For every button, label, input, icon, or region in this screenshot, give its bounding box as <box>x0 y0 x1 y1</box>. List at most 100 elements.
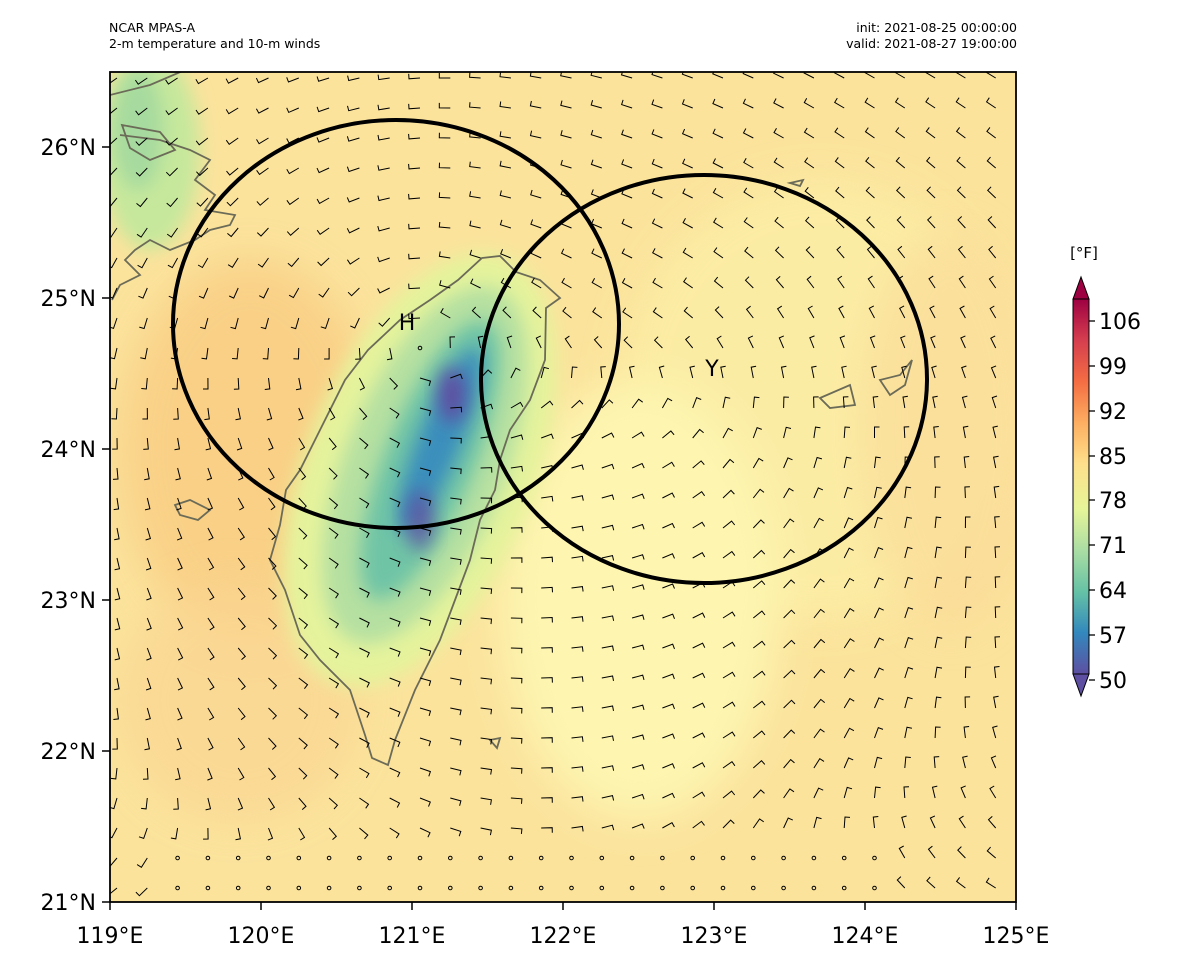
wind-barb <box>834 97 845 109</box>
wind-barb <box>631 523 645 530</box>
wind-barb <box>328 557 339 569</box>
wind-barb <box>964 546 971 559</box>
wind-barb <box>175 467 181 481</box>
wind-barb <box>813 758 825 769</box>
wind-barb <box>934 606 943 619</box>
wind-barb <box>298 827 306 841</box>
wind-barb <box>298 797 307 810</box>
wind-barb <box>195 107 209 115</box>
wind-barb <box>502 306 512 319</box>
wind-barb <box>510 465 523 472</box>
wind-barb <box>450 497 462 505</box>
island-f <box>786 178 805 188</box>
wind-barb <box>377 74 390 81</box>
taiwan-coastline <box>269 255 562 767</box>
wind-barb <box>286 107 299 114</box>
wind-barb <box>813 456 823 469</box>
wind-barb <box>359 797 370 809</box>
calm-wind-marker <box>872 885 877 891</box>
wind-barb <box>681 128 693 139</box>
wind-barb <box>480 647 493 655</box>
wind-barb <box>927 245 936 259</box>
wind-barb <box>896 876 906 889</box>
colorbar-tick-label: 92 <box>1099 400 1127 425</box>
header-right: init: 2021-08-25 00:00:00 valid: 2021-08… <box>846 20 1017 52</box>
wind-barb <box>204 407 210 421</box>
wind-barb <box>904 576 913 589</box>
wind-barb <box>142 407 148 420</box>
wind-barb <box>110 347 118 360</box>
wind-barb <box>510 617 523 624</box>
wind-barb <box>112 737 118 750</box>
wind-barb <box>450 827 462 837</box>
wind-barb <box>894 97 906 109</box>
wind-barb <box>843 697 855 709</box>
wind-barb <box>541 707 553 713</box>
wind-barb <box>813 487 824 499</box>
wind-barb <box>901 365 907 379</box>
wind-barb <box>803 72 815 79</box>
wind-barb <box>450 797 462 806</box>
wind-barb <box>541 433 554 439</box>
calm-wind-marker <box>478 885 483 891</box>
wind-barb <box>136 227 148 238</box>
wind-barb <box>722 427 733 439</box>
wind-barb <box>346 257 360 265</box>
wind-barb <box>320 317 330 330</box>
wind-barb <box>681 72 693 79</box>
wind-barb <box>286 167 300 175</box>
wind-barb <box>419 707 432 717</box>
wind-barb <box>752 789 765 799</box>
wind-barb <box>408 223 421 230</box>
wind-barb <box>631 431 645 439</box>
wind-barb <box>177 557 183 571</box>
wind-barb <box>692 612 706 619</box>
wind-barb <box>480 617 493 625</box>
wind-barb <box>134 77 148 85</box>
wind-barb <box>631 734 645 740</box>
wind-barb <box>359 647 370 658</box>
colorbar-tick-label: 78 <box>1099 489 1127 514</box>
wind-barb <box>962 755 968 769</box>
wind-barb <box>207 707 215 721</box>
wind-barb <box>774 246 784 259</box>
wind-barb <box>293 347 300 360</box>
wind-barb <box>135 887 148 897</box>
wind-barb <box>540 400 554 409</box>
wind-barb <box>510 797 523 804</box>
wind-barb <box>813 638 826 649</box>
wind-barb <box>621 248 633 259</box>
wind-barb <box>958 815 966 829</box>
wind-barb <box>934 696 942 709</box>
wind-barb <box>328 767 339 779</box>
wind-barb <box>683 277 693 289</box>
wind-barb <box>438 132 451 139</box>
wind-barb <box>480 587 493 595</box>
wind-barb <box>813 668 826 679</box>
wind-barb <box>298 647 309 660</box>
temperature-field <box>110 72 1016 902</box>
wind-barb <box>964 666 971 679</box>
calm-wind-marker <box>720 885 726 891</box>
wind-barb <box>328 437 337 451</box>
wind-barb <box>778 335 785 349</box>
wind-barb <box>904 486 912 499</box>
wind-barb <box>389 767 401 778</box>
wind-barb <box>994 576 1001 589</box>
wind-barb <box>205 437 212 451</box>
wind-barb <box>541 616 553 623</box>
wind-barb <box>957 846 966 859</box>
wind-barb <box>959 305 966 319</box>
calm-wind-marker <box>266 855 271 861</box>
wind-barb <box>389 377 399 390</box>
wind-barb <box>408 133 421 140</box>
wind-barb <box>682 188 693 199</box>
wind-barb <box>389 467 401 478</box>
y-tick-label: 26°N <box>41 136 96 161</box>
wind-barb <box>601 463 615 470</box>
wind-barb <box>165 77 178 85</box>
wind-barb <box>874 516 883 529</box>
calm-wind-marker <box>781 855 786 861</box>
wind-barb <box>651 158 663 169</box>
